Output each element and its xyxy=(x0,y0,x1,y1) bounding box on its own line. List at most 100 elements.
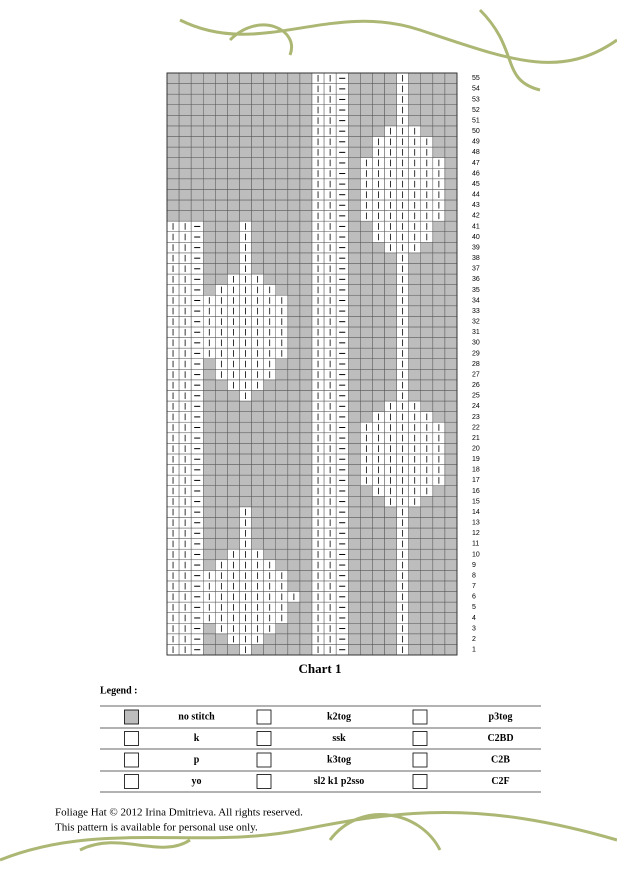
legend-symbol xyxy=(124,752,139,768)
chart-cell xyxy=(203,411,216,423)
chart-cell xyxy=(432,220,446,232)
chart-cell xyxy=(348,591,361,603)
chart-cell xyxy=(166,125,180,137)
chart-cell xyxy=(360,580,373,592)
chart-cell xyxy=(384,337,397,349)
chart-cell xyxy=(227,125,240,137)
chart-cell xyxy=(251,453,264,465)
chart-cell xyxy=(239,474,252,486)
chart-cell xyxy=(384,390,397,402)
chart-cell xyxy=(215,474,228,486)
chart-cell xyxy=(203,263,216,275)
chart-cell xyxy=(372,623,385,635)
chart-cell xyxy=(372,305,385,317)
chart-cell xyxy=(287,83,301,95)
chart-cell xyxy=(408,93,421,105)
chart-cell xyxy=(384,326,397,338)
chart-cell xyxy=(348,623,361,635)
chart-cell xyxy=(275,178,289,190)
chart-cell xyxy=(360,115,373,127)
chart-cell xyxy=(299,178,313,190)
chart-cell xyxy=(287,443,301,455)
chart-cell xyxy=(348,263,361,275)
row-number: 25 xyxy=(472,393,480,400)
chart-cell xyxy=(299,612,313,624)
chart-cell xyxy=(275,517,289,529)
chart-cell xyxy=(215,136,228,148)
row-number: 45 xyxy=(472,181,480,188)
chart-cell xyxy=(372,506,385,518)
chart-cell xyxy=(203,633,216,645)
chart-cell xyxy=(444,210,458,222)
chart-cell xyxy=(299,369,313,381)
chart-cell xyxy=(360,379,373,391)
chart-cell xyxy=(299,104,313,116)
row-number: 1 xyxy=(472,647,476,654)
chart-cell xyxy=(287,411,301,423)
chart-cell xyxy=(215,167,228,180)
chart-cell xyxy=(444,199,458,211)
chart-cell xyxy=(287,496,301,508)
chart-cell xyxy=(275,242,289,254)
chart-cell xyxy=(299,220,313,232)
row-number: 39 xyxy=(472,244,480,251)
chart-cell xyxy=(203,527,216,539)
chart-cell xyxy=(384,369,397,381)
chart-cell xyxy=(432,644,446,656)
chart-cell xyxy=(215,496,228,508)
chart-cell xyxy=(227,263,240,275)
chart-cell xyxy=(203,506,216,518)
chart-cell xyxy=(360,316,373,328)
chart-cell xyxy=(287,167,301,180)
chart-cell xyxy=(275,421,289,434)
chart-cell xyxy=(372,263,385,275)
chart-cell xyxy=(444,294,458,307)
chart-cell xyxy=(227,242,240,254)
chart-cell xyxy=(287,379,301,391)
chart-cell xyxy=(420,591,434,603)
chart-cell xyxy=(444,347,458,359)
chart-cell xyxy=(215,125,228,137)
chart-cell xyxy=(360,623,373,635)
chart-cell xyxy=(263,93,276,105)
chart-cell xyxy=(215,72,228,84)
chart-cell xyxy=(299,284,313,296)
chart-cell xyxy=(287,273,301,285)
chart-cell xyxy=(287,220,301,232)
chart-cell xyxy=(408,548,421,561)
chart-cell xyxy=(348,347,361,359)
chart-cell xyxy=(215,390,228,402)
chart-cell xyxy=(360,369,373,381)
chart-cell xyxy=(299,231,313,243)
chart-cell xyxy=(287,263,301,275)
chart-cell xyxy=(215,93,228,105)
chart-cell xyxy=(190,199,204,211)
chart-cell xyxy=(420,326,434,338)
row-number: 17 xyxy=(472,477,480,484)
chart-cell xyxy=(408,538,421,550)
chart-cell xyxy=(444,432,458,444)
chart-cell xyxy=(372,83,385,95)
chart-cell xyxy=(299,72,313,84)
chart-cell xyxy=(372,390,385,402)
legend-text: p xyxy=(194,754,200,765)
chart-cell xyxy=(384,548,397,561)
chart-cell xyxy=(215,83,228,95)
chart-cell xyxy=(348,242,361,254)
row-number: 18 xyxy=(472,467,480,474)
chart-cell xyxy=(384,316,397,328)
chart-cell xyxy=(372,548,385,561)
chart-cell xyxy=(348,474,361,486)
chart-cell xyxy=(287,570,301,582)
chart-cell xyxy=(360,358,373,370)
chart-cell xyxy=(203,104,216,116)
chart-cell xyxy=(384,623,397,635)
chart-cell xyxy=(432,146,446,158)
chart-cell xyxy=(166,72,180,84)
chart-cell xyxy=(203,178,216,190)
chart-cell xyxy=(287,231,301,243)
row-number: 9 xyxy=(472,562,476,569)
chart-cell xyxy=(215,538,228,550)
chart-cell xyxy=(190,115,204,127)
